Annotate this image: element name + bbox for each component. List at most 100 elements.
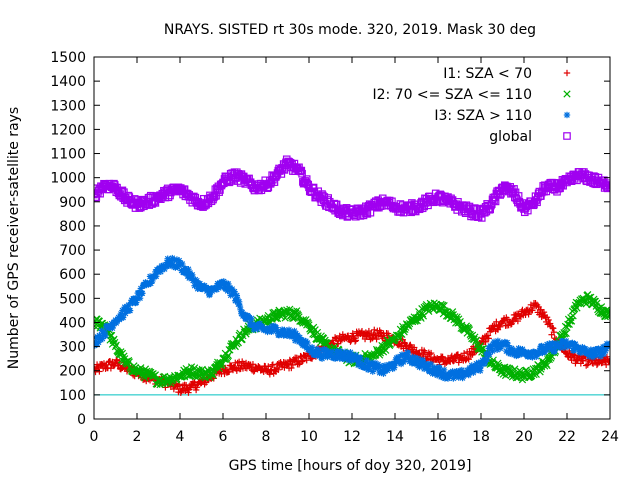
y-tick-label: 1100: [50, 147, 86, 163]
data-point-interp: [206, 290, 214, 298]
data-point-interp: [485, 335, 492, 342]
data-point-interp: [547, 354, 555, 362]
data-point-interp: [496, 323, 504, 331]
y-tick-label: 500: [59, 291, 86, 307]
data-point-interp: [580, 296, 588, 305]
data-point-interp: [401, 340, 409, 347]
data-point-interp: [102, 332, 109, 339]
data-point-interp: [371, 326, 378, 334]
data-point-interp: [235, 298, 243, 306]
data-point-interp: [452, 315, 461, 323]
y-tick-label: 100: [59, 388, 86, 404]
data-point-interp: [416, 350, 423, 357]
data-point-interp: [464, 354, 472, 362]
data-point-interp: [391, 364, 398, 371]
data-point-interp: [484, 332, 492, 339]
plot-frame: [93, 56, 611, 420]
data-point-interp: [309, 330, 317, 338]
legend-marker: [563, 69, 571, 77]
y-tick-label: 900: [59, 195, 86, 211]
data-point-interp: [561, 330, 569, 338]
data-point-interp: [584, 361, 591, 368]
data-point-interp: [250, 368, 257, 375]
legend-label: I1: SZA < 70: [443, 66, 532, 82]
x-tick-label: 20: [515, 429, 533, 445]
data-point-interp: [419, 310, 427, 318]
y-tick-label: 1000: [50, 171, 86, 187]
data-point-interp: [593, 299, 601, 307]
legend-marker: [563, 90, 571, 98]
y-tick-label: 400: [59, 315, 86, 331]
data-point-interp: [400, 328, 408, 336]
data-point-interp: [604, 306, 610, 314]
data-point-interp: [579, 357, 587, 364]
y-tick-label: 800: [59, 219, 86, 235]
y-tick-label: 1400: [50, 74, 86, 90]
x-tick-label: 0: [90, 429, 99, 445]
data-point-interp: [96, 368, 103, 375]
data-point-interp: [295, 361, 303, 368]
data-point-interp: [272, 314, 280, 323]
data-point-interp: [460, 350, 468, 357]
x-tick-label: 6: [219, 429, 228, 445]
x-tick-label: 12: [343, 429, 361, 445]
data-point-interp: [217, 361, 226, 370]
data-point-interp: [494, 359, 502, 367]
data-point-interp: [562, 349, 569, 356]
data-point-interp: [543, 361, 551, 370]
data-point-interp: [137, 285, 145, 292]
data-point-interp: [141, 374, 149, 382]
data-point-interp: [477, 367, 484, 374]
data-point-interp: [479, 344, 487, 353]
data-point-interp: [272, 324, 280, 331]
data-point-interp: [303, 356, 310, 364]
data-point-interp: [193, 384, 201, 391]
series-3: [94, 254, 610, 382]
data-point-interp: [465, 326, 474, 334]
data-point-interp: [509, 318, 516, 326]
data-point-interp: [562, 329, 570, 338]
data-point-interp: [550, 328, 558, 336]
data-point-interp: [567, 317, 576, 325]
legend-marker: [563, 132, 571, 140]
data-point-interp: [487, 328, 494, 335]
data-point-interp: [344, 332, 352, 339]
data-point-interp: [455, 359, 462, 366]
data-point-interp: [357, 354, 364, 361]
data-point-interp: [395, 334, 404, 342]
series-3-dense: [94, 254, 610, 382]
data-point-interp: [265, 363, 272, 370]
data-point-interp: [323, 339, 332, 348]
data-point-interp: [482, 338, 489, 346]
data-point-interp: [456, 317, 464, 326]
x-tick-label: 24: [601, 429, 619, 445]
data-point-interp: [462, 324, 470, 332]
data-point-interp: [352, 337, 360, 344]
data-point-interp: [249, 361, 257, 368]
data-point-interp: [514, 317, 522, 325]
data-point-interp: [336, 332, 343, 340]
data-point-interp: [185, 389, 192, 396]
data-point-interp: [286, 305, 294, 313]
x-tick-label: 2: [133, 429, 142, 445]
series-layer: [94, 155, 610, 396]
data-point-interp: [304, 339, 311, 347]
y-axis-label: Number of GPS receiver-satellite rays: [6, 107, 22, 369]
y-tick-label: 700: [59, 243, 86, 259]
data-point-interp: [438, 301, 447, 309]
legend-label: global: [489, 129, 532, 145]
data-point-interp: [225, 368, 233, 375]
data-point-interp: [186, 386, 193, 393]
data-point-interp: [126, 307, 134, 314]
x-tick-label: 14: [386, 429, 404, 445]
y-tick-label: 1500: [50, 50, 86, 66]
series-4: [94, 155, 610, 222]
data-point-interp: [452, 355, 459, 363]
legend: I1: SZA < 70 I2: 70 <= SZA <= 110 I3: SZA …: [372, 66, 571, 145]
data-point-interp: [427, 349, 435, 357]
y-tick-label: 0: [77, 412, 86, 428]
data-point-interp: [136, 295, 144, 302]
data-point-interp: [139, 290, 146, 297]
data-point-interp: [351, 338, 359, 345]
